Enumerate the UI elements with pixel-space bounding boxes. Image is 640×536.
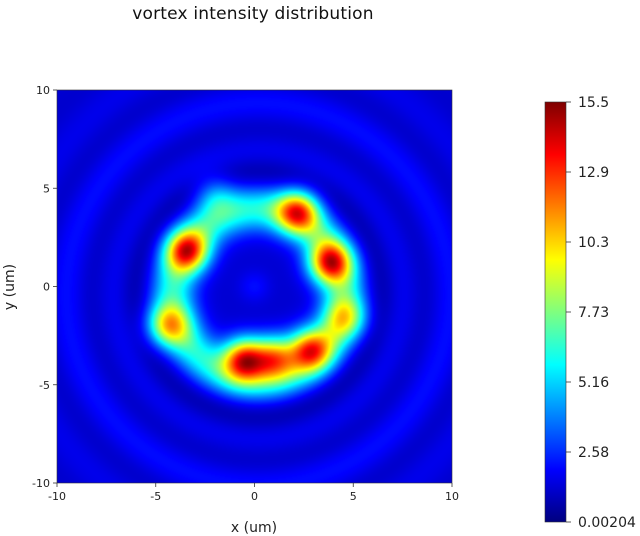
y-tick-label: 0 — [43, 281, 50, 294]
x-tick-label: 10 — [445, 490, 459, 503]
heatmap-canvas — [57, 90, 452, 483]
y-axis: 10 5 0 -5 -10 — [32, 84, 57, 490]
x-tick-label: 5 — [350, 490, 357, 503]
colorbar-tick-label: 7.73 — [578, 305, 609, 321]
colorbar-tick-label: 5.16 — [578, 375, 609, 391]
y-tick-label: -5 — [39, 379, 50, 392]
colorbar-ticks: 15.5 12.9 10.3 7.73 5.16 2.58 0.00204 — [566, 95, 636, 531]
x-tick-label: -5 — [150, 490, 161, 503]
chart-title: vortex intensity distribution — [132, 4, 374, 24]
x-axis-label: x (um) — [231, 520, 277, 536]
colorbar — [544, 101, 567, 523]
y-tick-label: 5 — [43, 182, 50, 195]
y-axis-label: y (um) — [2, 264, 18, 310]
colorbar-tick-label: 10.3 — [578, 235, 609, 251]
x-tick-label: -10 — [48, 490, 66, 503]
y-tick-label: 10 — [36, 84, 50, 97]
colorbar-tick-label: 15.5 — [578, 95, 609, 111]
y-tick-label: -10 — [32, 477, 50, 490]
colorbar-tick-label: 2.58 — [578, 445, 609, 461]
x-axis: -10 -5 0 5 10 — [48, 483, 459, 503]
x-tick-label: 0 — [251, 490, 258, 503]
colorbar-tick-label: 12.9 — [578, 165, 609, 181]
colorbar-tick-label: 0.00204 — [578, 515, 636, 531]
